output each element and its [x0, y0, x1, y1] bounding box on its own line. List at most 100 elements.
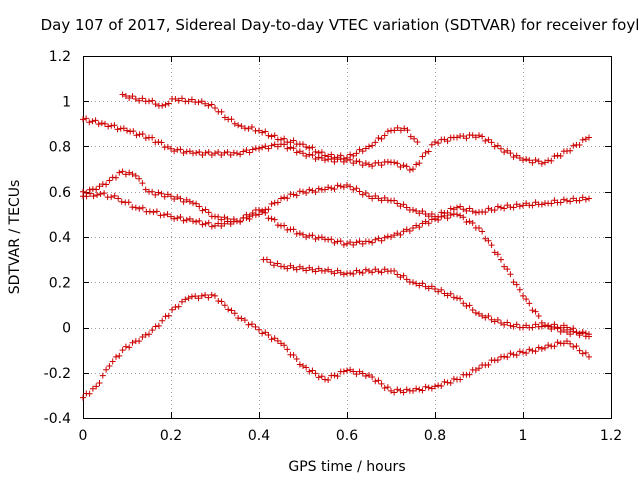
data-point-interpolated [271, 141, 278, 148]
data-point-interpolated [488, 242, 495, 249]
data-point-interpolated [281, 263, 288, 270]
data-point [256, 326, 262, 333]
data-point-interpolated [155, 189, 162, 196]
data-point-interpolated [171, 148, 178, 155]
data-point-interpolated [469, 132, 476, 139]
data-point-interpolated [450, 294, 457, 301]
data-point-interpolated [362, 160, 369, 167]
data-point-interpolated [460, 206, 467, 213]
data-point [212, 105, 218, 112]
data-point-interpolated [494, 142, 501, 149]
data-point-interpolated [557, 152, 564, 159]
data-point-interpolated [296, 361, 303, 368]
data-point [150, 209, 157, 216]
data-point [159, 317, 166, 324]
data-point-interpolated [290, 145, 297, 152]
data-point [97, 191, 104, 198]
data-point-interpolated [315, 185, 322, 192]
data-point-interpolated [268, 215, 275, 222]
data-point-interpolated [466, 218, 473, 225]
data-point-interpolated [369, 195, 376, 202]
data-point-interpolated [350, 160, 357, 167]
data-point-interpolated [573, 329, 580, 336]
data-point-interpolated [340, 184, 347, 191]
data-point-interpolated [394, 124, 401, 131]
data-point-interpolated [482, 314, 489, 321]
data-point-interpolated [444, 209, 451, 216]
data-point-interpolated [193, 149, 200, 156]
data-point-interpolated [152, 191, 159, 198]
data-point-interpolated [165, 100, 172, 107]
data-point-interpolated [312, 370, 319, 377]
data-point-interpolated [501, 149, 508, 156]
data-point [366, 193, 372, 200]
data-point-interpolated [526, 300, 533, 307]
data-point-interpolated [281, 342, 288, 349]
y-axis-label: SDTVAR / TECUs [7, 180, 23, 295]
data-point [278, 340, 284, 347]
data-point [498, 319, 504, 326]
data-point-interpolated [175, 303, 182, 310]
data-point-interpolated [248, 124, 255, 131]
data-point-interpolated [129, 339, 136, 346]
data-point-interpolated [469, 220, 476, 227]
data-point-interpolated [337, 269, 344, 276]
data-point-interpolated [227, 152, 234, 159]
data-point [212, 150, 218, 157]
data-point-interpolated [315, 374, 322, 381]
data-point-interpolated [428, 216, 435, 223]
data-point-interpolated [428, 141, 435, 148]
data-point-interpolated [372, 139, 379, 146]
data-point-interpolated [262, 329, 269, 336]
data-point-interpolated [579, 329, 586, 336]
data-point-interpolated [94, 191, 101, 198]
data-point-interpolated [375, 195, 382, 202]
data-point-interpolated [504, 319, 511, 326]
data-point [366, 238, 372, 245]
data-point-interpolated [570, 195, 577, 202]
data-point-interpolated [246, 149, 253, 156]
data-point-interpolated [413, 161, 420, 168]
data-point-interpolated [202, 100, 209, 107]
data-point-interpolated [491, 143, 498, 150]
data-point-interpolated [188, 96, 195, 103]
data-point [586, 333, 592, 340]
data-point [80, 116, 86, 123]
data-point-interpolated [267, 259, 274, 266]
data-point-interpolated [403, 386, 410, 393]
data-point-interpolated [485, 205, 492, 212]
data-point-interpolated [86, 119, 93, 126]
data-point-interpolated [372, 236, 379, 243]
data-point-interpolated [245, 125, 252, 132]
data-point-interpolated [174, 193, 181, 200]
data-point-interpolated [231, 310, 238, 317]
data-point-interpolated [529, 202, 536, 209]
data-point-interpolated [274, 199, 281, 206]
data-point-interpolated [529, 324, 536, 331]
data-point-interpolated [482, 137, 489, 144]
data-point-interpolated [96, 183, 103, 190]
data-point-interpolated [306, 368, 313, 375]
data-point [185, 98, 192, 105]
data-point-interpolated [139, 131, 146, 138]
data-point-interpolated [237, 151, 244, 158]
data-point-interpolated [158, 139, 165, 146]
data-point [124, 127, 130, 134]
data-point [146, 98, 152, 105]
data-point-interpolated [472, 309, 479, 316]
data-point [344, 154, 350, 161]
data-point [432, 383, 438, 390]
data-point-interpolated [466, 371, 473, 378]
data-point-interpolated [582, 136, 589, 143]
data-point [115, 195, 122, 202]
data-point-interpolated [576, 330, 583, 337]
data-point-interpolated [318, 155, 325, 162]
data-point-interpolated [397, 274, 404, 281]
data-point-interpolated [381, 234, 388, 241]
data-point-interpolated [576, 347, 583, 354]
y-tick-label: -0.4 [44, 411, 71, 427]
data-point-interpolated [523, 156, 530, 163]
data-point-interpolated [221, 302, 228, 309]
data-point-interpolated [353, 267, 360, 274]
data-point-interpolated [570, 343, 577, 350]
